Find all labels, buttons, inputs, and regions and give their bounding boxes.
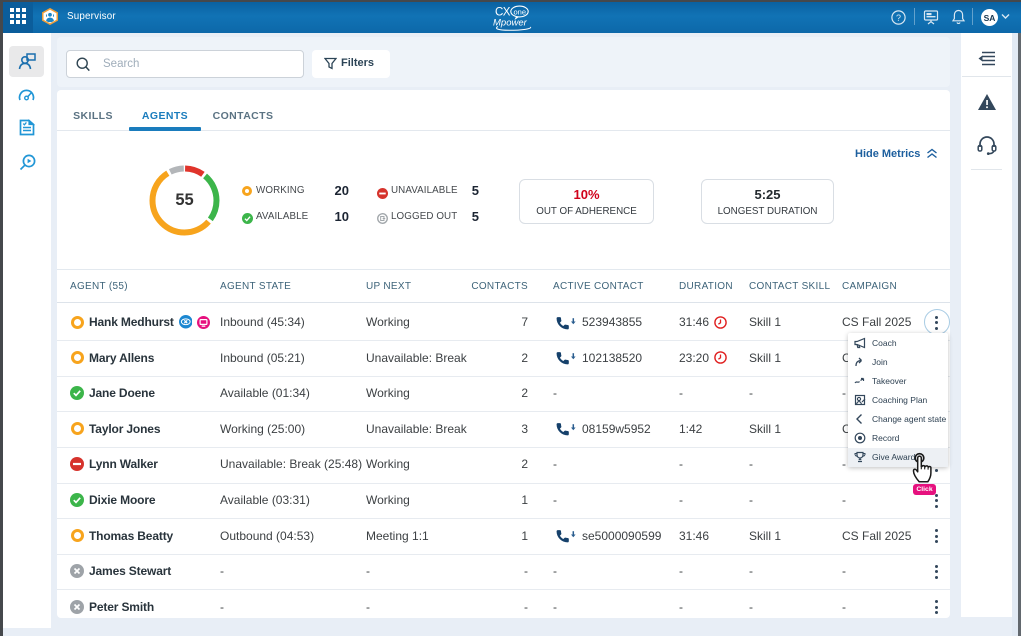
svg-text:Mpower: Mpower: [493, 18, 528, 29]
svg-text:CX: CX: [495, 7, 511, 19]
svg-text:?: ?: [896, 13, 901, 23]
svg-text:one: one: [514, 7, 527, 16]
